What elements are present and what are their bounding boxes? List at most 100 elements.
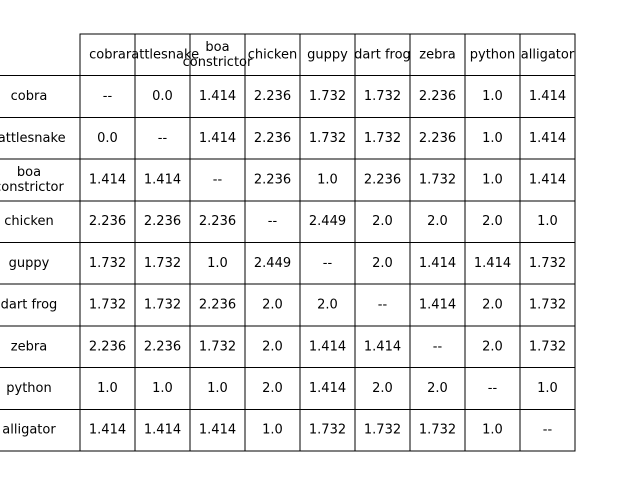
row-header-cell (0, 325, 81, 369)
column-header-cell (354, 33, 411, 77)
table-cell-value: 2.236 (364, 172, 401, 187)
row-header-label-line: chicken (4, 214, 53, 229)
table-cell-value: -- (103, 89, 113, 104)
column-header-label-line: chicken (248, 47, 297, 62)
row-header-label: rattlesnake (0, 131, 66, 146)
table-cell (134, 408, 191, 452)
row-header-label: boa constrictor (0, 165, 65, 195)
table-cell (409, 242, 466, 285)
table-cell (244, 408, 301, 452)
column-header-label: alligator (521, 47, 575, 62)
table-cell-value: -- (378, 298, 388, 313)
table-cell-value: 1.732 (529, 339, 566, 354)
table-cell-value: 2.0 (317, 298, 338, 313)
row-header-label-line: cobra (11, 89, 48, 104)
table-cell-value: 2.0 (482, 214, 503, 229)
table-cell-value: -- (213, 172, 223, 187)
table-cell-value: 1.732 (419, 172, 456, 187)
column-header-label-line: zebra (419, 47, 455, 62)
table-cell-value: 1.732 (309, 131, 346, 146)
table-cell-value: 1.732 (419, 423, 456, 438)
table-cell (79, 367, 136, 410)
row-header-label: python (6, 381, 51, 396)
row-header-label-line: alligator (2, 423, 56, 438)
row-header-label-line: zebra (11, 339, 47, 354)
table-cell (189, 283, 246, 327)
table-cell-value: 0.0 (152, 89, 173, 104)
table-cell-value: 2.449 (254, 256, 291, 271)
column-header-label-line: guppy (307, 47, 348, 62)
column-header-label: boa constrictor (183, 40, 253, 70)
table-cell (134, 116, 191, 160)
row-header-label-line: constrictor (0, 180, 65, 195)
table-cell-value: 2.0 (372, 256, 393, 271)
column-header-cell (189, 33, 246, 77)
table-cell-value: 1.732 (364, 423, 401, 438)
table-cell-value: 2.236 (89, 214, 126, 229)
table-cell (299, 158, 356, 202)
row-header-label: cobra (11, 89, 48, 104)
column-header-label-line: dart frog (354, 47, 411, 62)
table-cell-value: 2.0 (427, 214, 448, 229)
table-cell-value: 2.0 (427, 381, 448, 396)
table-cell (519, 367, 576, 410)
row-header-label: dart frog (1, 298, 58, 313)
table-cell-value: 2.236 (89, 339, 126, 354)
column-header-label-line: python (470, 47, 515, 62)
row-header-label: zebra (11, 339, 47, 354)
row-header-label-line: boa (17, 165, 41, 180)
table-cell (464, 242, 521, 285)
row-header-label-line: guppy (9, 256, 50, 271)
table-cell-value: 1.0 (537, 214, 558, 229)
table-cell-value: 2.236 (199, 298, 236, 313)
table-cell (519, 283, 576, 327)
table-cell-value: 1.414 (89, 172, 126, 187)
row-header-label: guppy (9, 256, 50, 271)
table-cell (464, 116, 521, 160)
table-cell (354, 325, 411, 369)
table-cell (354, 200, 411, 244)
table-cell (354, 367, 411, 410)
column-header-cell (79, 33, 136, 77)
table-cell-value: 1.0 (482, 423, 503, 438)
table-cell (79, 408, 136, 452)
table-cell (299, 408, 356, 452)
row-header-cell (0, 158, 81, 202)
row-header-cell (0, 283, 81, 327)
table-cell-value: 1.0 (482, 89, 503, 104)
table-cell-value: 1.0 (537, 381, 558, 396)
table-cell-value: -- (433, 339, 443, 354)
column-header-label: dart frog (354, 47, 411, 62)
table-cell-value: 1.414 (474, 256, 511, 271)
table-cell-value: 1.414 (529, 131, 566, 146)
table-cell-value: 2.236 (199, 214, 236, 229)
column-header-label-line: alligator (521, 47, 575, 62)
table-cell-value: 1.414 (199, 423, 236, 438)
column-header-label: rattlesnake (126, 47, 199, 62)
table-cell-value: 1.414 (309, 339, 346, 354)
table-cell (79, 283, 136, 327)
table-cell-value: 2.236 (419, 89, 456, 104)
table-cell (79, 116, 136, 160)
table-cell (299, 283, 356, 327)
table-cell (299, 242, 356, 285)
row-header-cell (0, 200, 81, 244)
table-cell-value: 1.414 (529, 172, 566, 187)
column-header-label-line: cobra (89, 47, 126, 62)
column-header-label-line: boa (205, 40, 229, 55)
table-cell-value: 2.0 (372, 381, 393, 396)
table-cell (299, 116, 356, 160)
table-cell (519, 116, 576, 160)
table-cell (464, 283, 521, 327)
table-cell-value: 1.732 (364, 89, 401, 104)
table-cell (134, 283, 191, 327)
table-cell (244, 283, 301, 327)
table-cell (519, 75, 576, 118)
row-header-label-line: dart frog (1, 298, 58, 313)
table-cell-value: 1.732 (309, 423, 346, 438)
table-cell (79, 242, 136, 285)
table-cell (354, 158, 411, 202)
table-cell-value: 1.414 (419, 298, 456, 313)
table-cell-value: 1.414 (199, 131, 236, 146)
table-cell-value: 2.236 (254, 89, 291, 104)
